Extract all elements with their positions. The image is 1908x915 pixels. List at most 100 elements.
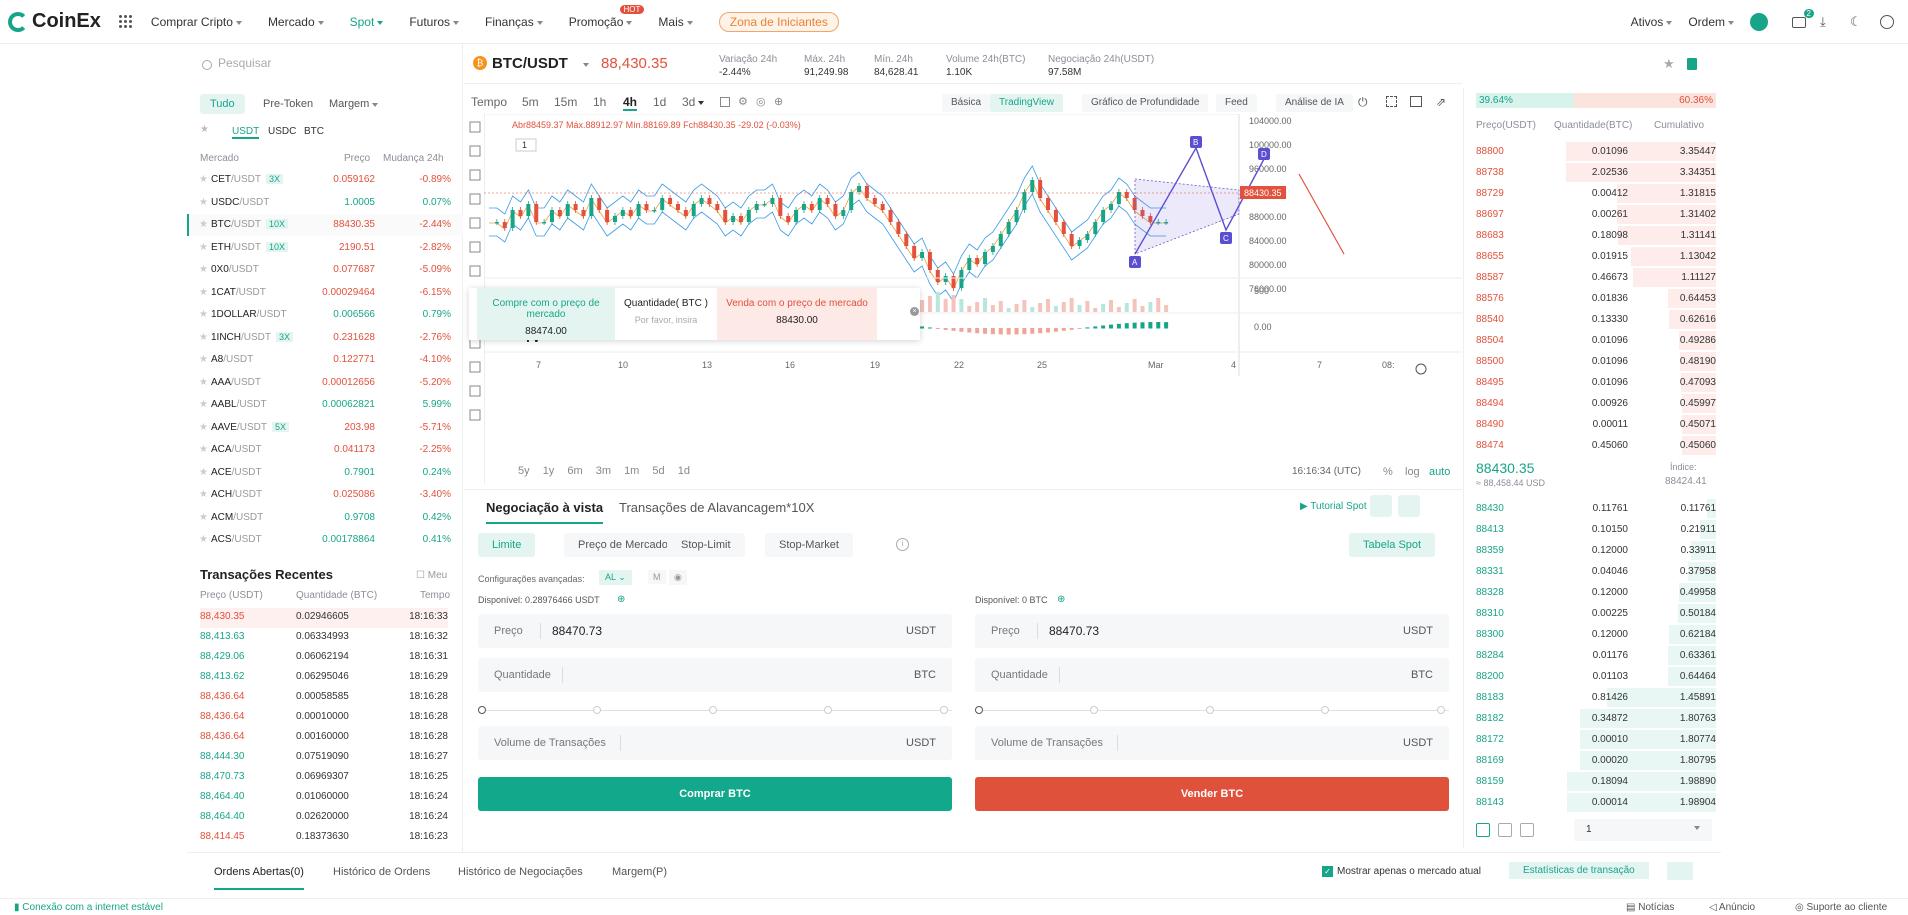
settings-icon[interactable]: ⚙ [738,96,748,108]
nav-comprar-cripto[interactable]: Comprar Cripto [151,15,242,29]
market-row[interactable]: ★ AAVE/USDT 5X 203.98 -5.71% [199,421,451,433]
ask-row[interactable]: 88495 0.01096 0.47093 [1476,372,1716,393]
bid-row[interactable]: 88310 0.00225 0.50184 [1476,603,1716,624]
buy-quantity-field[interactable]: Quantidade BTC [478,658,952,692]
row-star-icon[interactable]: ★ [199,534,208,545]
range-6m[interactable]: 6m [567,465,583,477]
market-row[interactable]: ★ CET/USDT 3X 0.059162 -0.89% [199,174,451,185]
tf-1h[interactable]: 1h [593,95,607,109]
tf-4h[interactable]: 4h [623,95,638,111]
buy-volume-field[interactable]: Volume de Transações USDT [478,726,952,760]
globe-icon[interactable] [1880,15,1894,29]
ask-row[interactable]: 88683 0.18098 1.31141 [1476,225,1716,246]
assets-menu[interactable]: Ativos [1631,15,1673,29]
market-row[interactable]: ★ ACH/USDT 0.025086 -3.40% [199,489,451,500]
drawing-tool-icon[interactable] [469,193,481,205]
market-row[interactable]: ★ ACM/USDT 0.9708 0.42% [199,511,451,523]
tutorial-spot-link[interactable]: ▶ Tutorial Spot [1300,501,1367,512]
buy-deposit-icon[interactable]: ⊕ [617,594,626,605]
quote-usdt[interactable]: USDT [232,126,260,139]
ask-row[interactable]: 88490 0.00011 0.45071 [1476,414,1716,435]
tab-trade-history[interactable]: Histórico de Negociações [458,866,583,878]
sell-deposit-icon[interactable]: ⊕ [1057,594,1066,605]
quote-btc[interactable]: BTC [304,126,324,137]
quick-sell-button[interactable]: Venda com o preço de mercado 88430.00 [717,288,877,340]
support-link[interactable]: ◎ Suporte ao cliente [1795,902,1888,913]
advanced-al-dropdown[interactable]: AL ⌄ [599,570,632,585]
range-1y[interactable]: 1y [542,465,555,477]
ask-row[interactable]: 88576 0.01836 0.64453 [1476,288,1716,309]
view-depth[interactable]: Gráfico de Profundidade [1082,94,1209,112]
tab-spot-trading[interactable]: Negociação à vista [486,500,604,524]
market-row[interactable]: ★ AABL/USDT 0.00062821 5.99% [199,399,451,410]
tf-1d[interactable]: 1d [653,95,667,109]
market-row[interactable]: ★ ACE/USDT 0.7901 0.24% [199,466,451,478]
quick-buy-button[interactable]: Compre com o preço de mercado 88474.00 [477,288,615,340]
market-row[interactable]: ★ ACS/USDT 0.00178864 0.41% [199,534,451,545]
power-icon[interactable]: ⏻ [1358,95,1368,109]
market-row[interactable]: ★ ETH/USDT 10X 2190.51 -2.82% [199,241,451,253]
range-5y[interactable]: 5y [518,465,530,477]
row-star-icon[interactable]: ★ [199,511,208,523]
apps-grid-icon[interactable] [118,14,133,29]
bid-row[interactable]: 88143 0.00014 1.98904 [1476,792,1716,813]
orders-menu[interactable]: Ordem [1688,15,1734,29]
row-star-icon[interactable]: ★ [199,331,208,343]
sell-volume-field[interactable]: Volume de Transações USDT [975,726,1449,760]
bid-row[interactable]: 88300 0.12000 0.62184 [1476,624,1716,645]
drawing-tool-icon[interactable] [469,217,481,229]
announcement-link[interactable]: ◁ Anúncio [1709,902,1756,913]
chart-settings-icon[interactable] [1415,363,1427,375]
bid-row[interactable]: 88328 0.12000 0.49958 [1476,582,1716,603]
avatar-icon[interactable] [1750,13,1768,31]
nav-futuros[interactable]: Futuros [409,15,459,29]
nav-financas[interactable]: Finanças [485,15,543,29]
sell-price-field[interactable]: Preço 88470.73 USDT [975,614,1449,648]
view-tradingview[interactable]: TradingView [990,94,1064,112]
tab-open-orders[interactable]: Ordens Abertas(0) [214,866,304,890]
quick-qty-input[interactable]: Quantidade( BTC ) Por favor, insira [624,298,708,325]
bid-row[interactable]: 88159 0.18094 1.98890 [1476,771,1716,792]
bid-row[interactable]: 88331 0.04046 0.37958 [1476,561,1716,582]
drawing-tool-icon[interactable] [469,385,481,397]
row-star-icon[interactable]: ★ [199,309,208,320]
range-3m[interactable]: 3m [595,465,611,477]
add-icon[interactable]: ⊕ [774,96,784,108]
quote-usdc[interactable]: USDC [268,126,297,137]
ask-row[interactable]: 88729 0.00412 1.31815 [1476,183,1716,204]
info-icon[interactable]: i [896,538,909,551]
row-star-icon[interactable]: ★ [199,421,208,433]
ask-row[interactable]: 88800 0.01096 3.35447 [1476,141,1716,162]
filter-margem[interactable]: Margem [319,94,388,114]
market-row[interactable]: ★ ACA/USDT 0.041173 -2.25% [199,444,451,455]
compare-icon[interactable]: ◎ [756,96,766,108]
bid-row[interactable]: 88182 0.34872 1.80763 [1476,708,1716,729]
row-star-icon[interactable]: ★ [199,354,208,365]
bid-row[interactable]: 88172 0.00010 1.80774 [1476,729,1716,750]
price-column-header[interactable]: Preço [344,153,371,164]
market-row[interactable]: ★ 1DOLLAR/USDT 0.006566 0.79% [199,309,451,320]
type-stop-market[interactable]: Stop-Market [765,533,853,557]
download-icon[interactable]: ⤓ [1820,14,1826,29]
drawing-tool-icon[interactable] [469,241,481,253]
order-settings-icon[interactable] [1398,495,1420,517]
change-column-header[interactable]: Mudança 24h [383,153,444,164]
ask-row[interactable]: 88500 0.01096 0.48190 [1476,351,1716,372]
market-column-header[interactable]: Mercado [200,153,239,164]
nav-mais[interactable]: Mais [658,15,693,29]
market-row[interactable]: ★ 1CAT/USDT 0.00029464 -6.15% [199,286,451,298]
drawing-tool-icon[interactable] [469,265,481,277]
filter-pre-token[interactable]: Pre-Token [263,98,314,110]
row-star-icon[interactable]: ★ [199,444,208,455]
type-stop-limit[interactable]: Stop-Limit [667,533,745,557]
favorites-star-icon[interactable]: ★ [200,124,209,135]
ask-row[interactable]: 88540 0.13330 0.62616 [1476,309,1716,330]
nav-mercado[interactable]: Mercado [268,15,324,29]
layout-icon[interactable] [1410,96,1422,107]
market-row[interactable]: ★ BTC/USDT 10X 88430.35 -2.44% [187,214,463,236]
market-row[interactable]: ★ USDC/USDT 1.0005 0.07% [199,196,451,208]
ask-row[interactable]: 88494 0.00926 0.45997 [1476,393,1716,414]
percent-scale-toggle[interactable]: % [1383,466,1393,478]
market-row[interactable]: ★ A8/USDT 0.122771 -4.10% [199,354,451,365]
row-star-icon[interactable]: ★ [199,489,208,500]
